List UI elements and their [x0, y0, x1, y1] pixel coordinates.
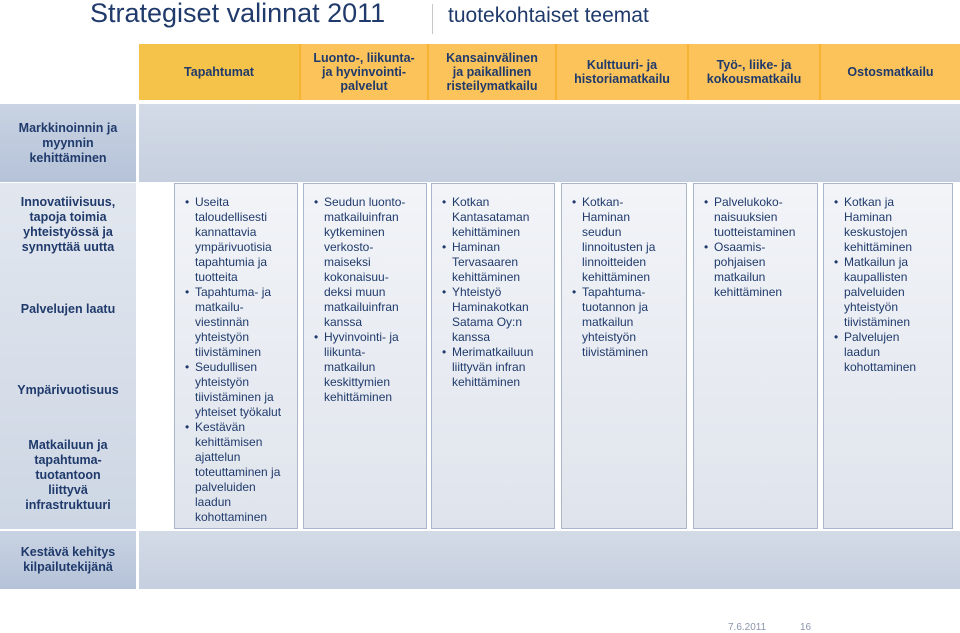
row-label-sustainability: Kestävä kehitys kilpailutekijänä: [0, 531, 136, 589]
title-divider: [432, 4, 433, 34]
title-area: Strategiset valinnat 2011 tuotekohtaiset…: [0, 0, 960, 40]
row-label-infrastructure: Matkailuun ja tapahtuma-tuotantoon liittyv…: [25, 438, 111, 512]
header-col-3: Kulttuuri- ja historiamatkailu: [557, 44, 687, 100]
content-column-events: Useitataloudellisestikannattaviaympärivu…: [174, 183, 298, 529]
bullet-item: Useitataloudellisestikannattaviaympärivu…: [185, 195, 293, 285]
bullet-item: Seudun luonto-matkailuinfrankytkeminenve…: [314, 195, 422, 330]
page-subtitle: tuotekohtaiset teemat: [448, 4, 649, 27]
row-label-marketing: Markkinoinnin ja myynnin kehittäminen: [0, 104, 136, 182]
footer-page-number: 16: [800, 622, 812, 633]
row-band-bottom: [139, 531, 960, 589]
row-label-quality: Palvelujen laatu: [20, 302, 116, 316]
content-column-nature: Seudun luonto-matkailuinfrankytkeminenve…: [303, 183, 427, 529]
content-column-shopping: Kotkan jaHaminankeskustojenkehittäminenM…: [823, 183, 953, 529]
bullet-item: Tapahtuma-tuotannon jamatkailunyhteistyö…: [572, 285, 682, 360]
footer-date: 7.6.2011: [728, 622, 767, 633]
row-label-middle-block: [0, 183, 136, 529]
header-col-5: Ostosmatkailu: [821, 44, 960, 100]
row-label-year-round: Ympärivuotisuus: [17, 383, 119, 397]
header-col-4: Työ-, liike- ja kokousmatkailu: [689, 44, 819, 100]
row-band-top: [139, 104, 960, 182]
content-column-cruise: KotkanKantasatamankehittäminenHaminanTer…: [431, 183, 555, 529]
header-corner: Tapahtumat: [139, 44, 299, 100]
bullet-item: Hyvinvointi- jaliikunta-matkailunkeskitt…: [314, 330, 422, 405]
page-title: Strategiset valinnat 2011: [90, 0, 386, 28]
bullet-item: Kestävänkehittämisenajatteluntoteuttamin…: [185, 420, 293, 525]
header-col-1: Luonto-, liikunta-ja hyvinvointi-palvelu…: [301, 44, 427, 100]
bullet-item: Tapahtuma- jamatkailu-viestinnänyhteisty…: [185, 285, 293, 360]
content-column-business: Palvelukoko-naisuuksientuotteistaminenOs…: [693, 183, 818, 529]
row-label-innovation: Innovatiivisuus, tapoja toimia yhteistyöss…: [20, 195, 116, 254]
header-col-2: Kansainvälinen ja paikallinen risteilymatk…: [429, 44, 555, 100]
bullet-item: Matkailun jakaupallistenpalveluidenyhtei…: [834, 255, 948, 330]
